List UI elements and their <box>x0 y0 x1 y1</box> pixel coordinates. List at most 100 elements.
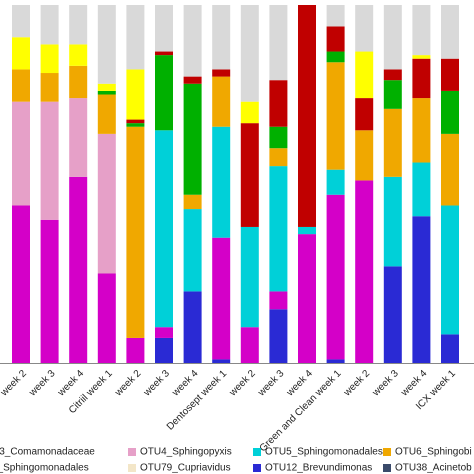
bar-segment <box>326 5 345 27</box>
bar-segment <box>269 309 288 363</box>
bar-segment <box>69 5 88 45</box>
bar-segment <box>441 58 459 91</box>
bar-segment <box>126 5 145 70</box>
x-tick-label: week 3 <box>27 368 58 399</box>
x-tick-label: week 3 <box>370 368 401 399</box>
legend-swatch <box>128 464 136 472</box>
bar-segment <box>383 69 402 81</box>
bar-segment <box>412 162 431 217</box>
bar-segment <box>240 327 259 363</box>
legend-label: OTU5_Sphingomonadales <box>265 447 383 458</box>
bar-segment <box>126 69 145 120</box>
bar-segment <box>269 80 288 127</box>
bar-segment <box>183 291 202 363</box>
bar-segment <box>269 148 288 167</box>
bar-segment <box>441 90 459 134</box>
bar-segment <box>69 98 88 177</box>
bar-segment <box>183 194 202 210</box>
bar-segment <box>69 44 88 66</box>
legend-swatch <box>383 464 391 472</box>
legend-swatch <box>383 448 391 456</box>
bar-segment <box>97 94 116 134</box>
x-tick-label: week 2 <box>341 368 372 399</box>
bar-segment <box>441 133 459 206</box>
x-tick-label: week 2 <box>112 368 143 399</box>
bar-segment <box>412 216 431 363</box>
bar-segment <box>212 126 231 238</box>
bar-segment <box>212 359 231 363</box>
bar-segment <box>155 327 173 338</box>
bar-segment <box>355 98 374 131</box>
bar-segment <box>40 73 59 102</box>
bar-segment <box>269 291 288 310</box>
bar-segment <box>383 176 402 267</box>
bar-segment <box>12 37 30 70</box>
bar-segment <box>269 5 288 81</box>
bar-segment <box>326 26 345 52</box>
bar-segment <box>240 226 259 328</box>
bar-segment <box>383 5 402 70</box>
bar-segment <box>240 123 259 227</box>
bar-segment <box>441 334 459 363</box>
bar-segment <box>355 51 374 99</box>
bar-segment <box>355 130 374 181</box>
bar-segment <box>412 5 431 56</box>
x-tick-label: week 2 <box>0 368 29 399</box>
bar-segment <box>97 133 116 274</box>
bar-segment <box>69 65 88 99</box>
bar-segment <box>155 337 173 363</box>
bar-segment <box>126 126 145 338</box>
legend-label: OTU6_Sphingobi <box>395 447 472 458</box>
bar-segment <box>97 5 116 84</box>
legend-swatch <box>253 448 261 456</box>
bar-segment <box>97 90 116 95</box>
bar-segment <box>298 5 316 227</box>
bar-segment <box>240 5 259 102</box>
bar-segment <box>298 234 316 363</box>
bar-segment <box>412 98 431 163</box>
bar-segment <box>40 44 59 74</box>
bar-segment <box>12 205 30 363</box>
bar-segment <box>155 51 173 56</box>
bar-segment <box>326 359 345 363</box>
bar-segment <box>355 5 374 52</box>
bar-segment <box>183 209 202 292</box>
legend-swatch <box>253 464 261 472</box>
bar-segment <box>441 5 459 59</box>
legend-label: OTU12_Brevundimonas <box>265 463 372 474</box>
bar-segment <box>12 69 30 102</box>
bar-segment <box>97 83 116 91</box>
bar-segment <box>326 62 345 170</box>
bar-segment <box>126 119 145 124</box>
bar-segment <box>12 5 30 38</box>
bar-segment <box>97 273 116 363</box>
legend-label: U3_Comamonadaceae <box>0 447 95 458</box>
bar-segment <box>383 80 402 109</box>
bar-segment <box>212 5 231 70</box>
bar-segment <box>412 58 431 99</box>
bar-segment <box>183 5 202 77</box>
bar-segment <box>240 101 259 124</box>
bar-segment <box>269 126 288 149</box>
bar-segment <box>12 101 30 206</box>
bar-segment <box>326 51 345 63</box>
bar-segment <box>383 266 402 363</box>
legend-label: 9_Sphingomonadales <box>0 463 89 474</box>
bar-segment <box>298 226 316 235</box>
bar-segment <box>155 130 173 328</box>
bar-segment <box>155 55 173 131</box>
bar-segment <box>212 237 231 360</box>
bar-segment <box>126 123 145 127</box>
bar-segment <box>155 5 173 52</box>
x-tick-label: week 3 <box>255 368 286 399</box>
bar-segment <box>269 166 288 292</box>
legend-label: OTU38_Acinetob <box>395 463 472 474</box>
bar-segment <box>383 108 402 177</box>
bar-segment <box>40 219 59 363</box>
bar-segment <box>40 101 59 220</box>
x-tick-label: week 2 <box>227 368 258 399</box>
bar-segment <box>355 180 374 363</box>
bar-segment <box>412 55 431 59</box>
bar-segment <box>183 83 202 195</box>
